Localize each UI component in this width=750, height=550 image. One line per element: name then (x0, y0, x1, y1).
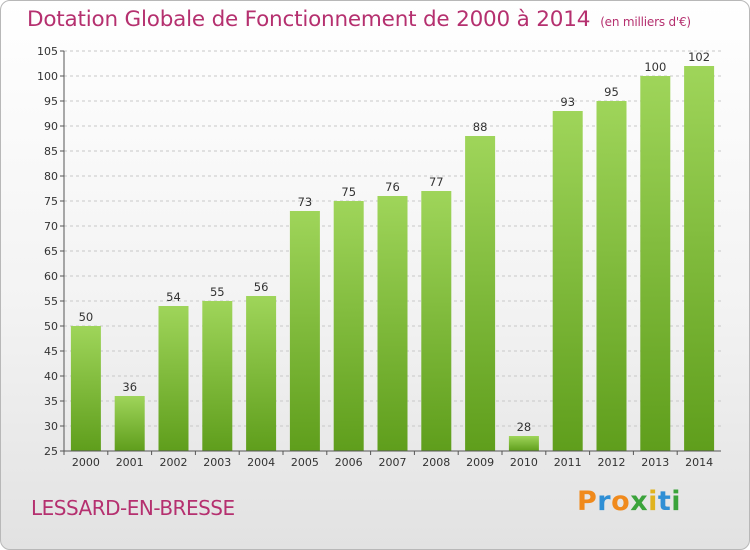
x-tick-label-2009: 2009 (466, 456, 494, 469)
bar-2010 (508, 436, 539, 451)
bar-2005 (289, 211, 320, 451)
proxiti-logo[interactable]: Proxiti (577, 486, 681, 517)
data-label-2004: 56 (254, 280, 269, 294)
y-tick-label: 50 (44, 320, 58, 333)
x-tick-labels: 2000 2001 2002 2003 2004 2005 2006 2007 2008 2009… (72, 456, 713, 469)
bar-2012 (596, 101, 627, 451)
bar-2001 (114, 396, 145, 451)
y-tick-label: 65 (44, 245, 58, 258)
logo-letter: t (657, 486, 672, 517)
x-tick-label-2005: 2005 (291, 456, 319, 469)
data-label-2010: 28 (517, 420, 532, 434)
data-label-2008: 77 (429, 175, 444, 189)
logo-letter: r (597, 486, 612, 517)
chart-title: Dotation Globale de Fonctionnement de 20… (27, 7, 691, 32)
bar-2000 (70, 326, 101, 451)
data-label-2003: 55 (210, 285, 225, 299)
chart-title-text: Dotation Globale de Fonctionnement de 20… (27, 7, 591, 32)
x-tick-label-2000: 2000 (72, 456, 100, 469)
y-tick-label: 40 (44, 370, 58, 383)
bar-2013 (640, 76, 671, 451)
y-tick-label: 95 (44, 95, 58, 108)
commune-name: LESSARD-EN-BRESSE (31, 496, 235, 520)
y-tick-label: 70 (44, 220, 58, 233)
x-tick-label-2001: 2001 (116, 456, 144, 469)
x-tick-label-2011: 2011 (554, 456, 582, 469)
data-labels: 50 36 54 55 56 73 75 76 77 88 28 93 95 100 102 (79, 50, 710, 434)
bar-2004 (246, 296, 277, 451)
y-tick-label: 100 (37, 70, 58, 83)
x-tick-label-2007: 2007 (379, 456, 407, 469)
axes (63, 51, 721, 452)
data-label-2011: 93 (560, 95, 575, 109)
x-tick-label-2014: 2014 (685, 456, 713, 469)
y-tick-label: 75 (44, 195, 58, 208)
y-tick-label: 85 (44, 145, 58, 158)
x-tick-label-2008: 2008 (422, 456, 450, 469)
bar-2008 (421, 191, 452, 451)
logo-letter: o (611, 486, 631, 517)
y-tick-label: 45 (44, 345, 58, 358)
y-tick-label: 80 (44, 170, 58, 183)
data-label-2014: 102 (688, 50, 710, 64)
data-label-2007: 76 (385, 180, 400, 194)
y-tick-label: 105 (37, 45, 58, 58)
logo-letter: x (630, 486, 649, 517)
data-label-2001: 36 (122, 380, 137, 394)
bar-2007 (377, 196, 408, 451)
data-label-2013: 100 (644, 60, 666, 74)
x-tick-label-2010: 2010 (510, 456, 538, 469)
bar-2006 (333, 201, 364, 451)
y-tick-label: 90 (44, 120, 58, 133)
bar-2003 (202, 301, 233, 451)
bar-2011 (552, 111, 583, 451)
logo-letter: i (648, 486, 658, 517)
bar-2014 (684, 66, 715, 451)
y-tick-label: 30 (44, 420, 58, 433)
data-label-2002: 54 (166, 290, 181, 304)
bar-2002 (158, 306, 189, 451)
bars (63, 66, 715, 455)
x-tick-label-2004: 2004 (247, 456, 275, 469)
x-tick-label-2012: 2012 (598, 456, 626, 469)
data-label-2009: 88 (473, 120, 488, 134)
bar-2009 (465, 136, 496, 451)
chart-subtitle: (en milliers d'€) (600, 15, 691, 29)
x-tick-label-2003: 2003 (203, 456, 231, 469)
logo-letter: P (577, 486, 598, 517)
x-tick-label-2013: 2013 (641, 456, 669, 469)
x-tick-label-2006: 2006 (335, 456, 363, 469)
y-tick-label: 25 (44, 445, 58, 458)
y-tick-label: 60 (44, 270, 58, 283)
y-tick-label: 35 (44, 395, 58, 408)
data-label-2012: 95 (604, 85, 619, 99)
y-tick-labels: 25 30 35 40 45 50 55 60 65 70 75 80 85 90 95 100 105 (37, 45, 58, 458)
logo-letter: i (671, 486, 682, 517)
data-label-2005: 73 (298, 195, 313, 209)
y-tick-label: 55 (44, 295, 58, 308)
data-label-2000: 50 (79, 310, 94, 324)
data-label-2006: 75 (341, 185, 356, 199)
x-tick-label-2002: 2002 (160, 456, 188, 469)
